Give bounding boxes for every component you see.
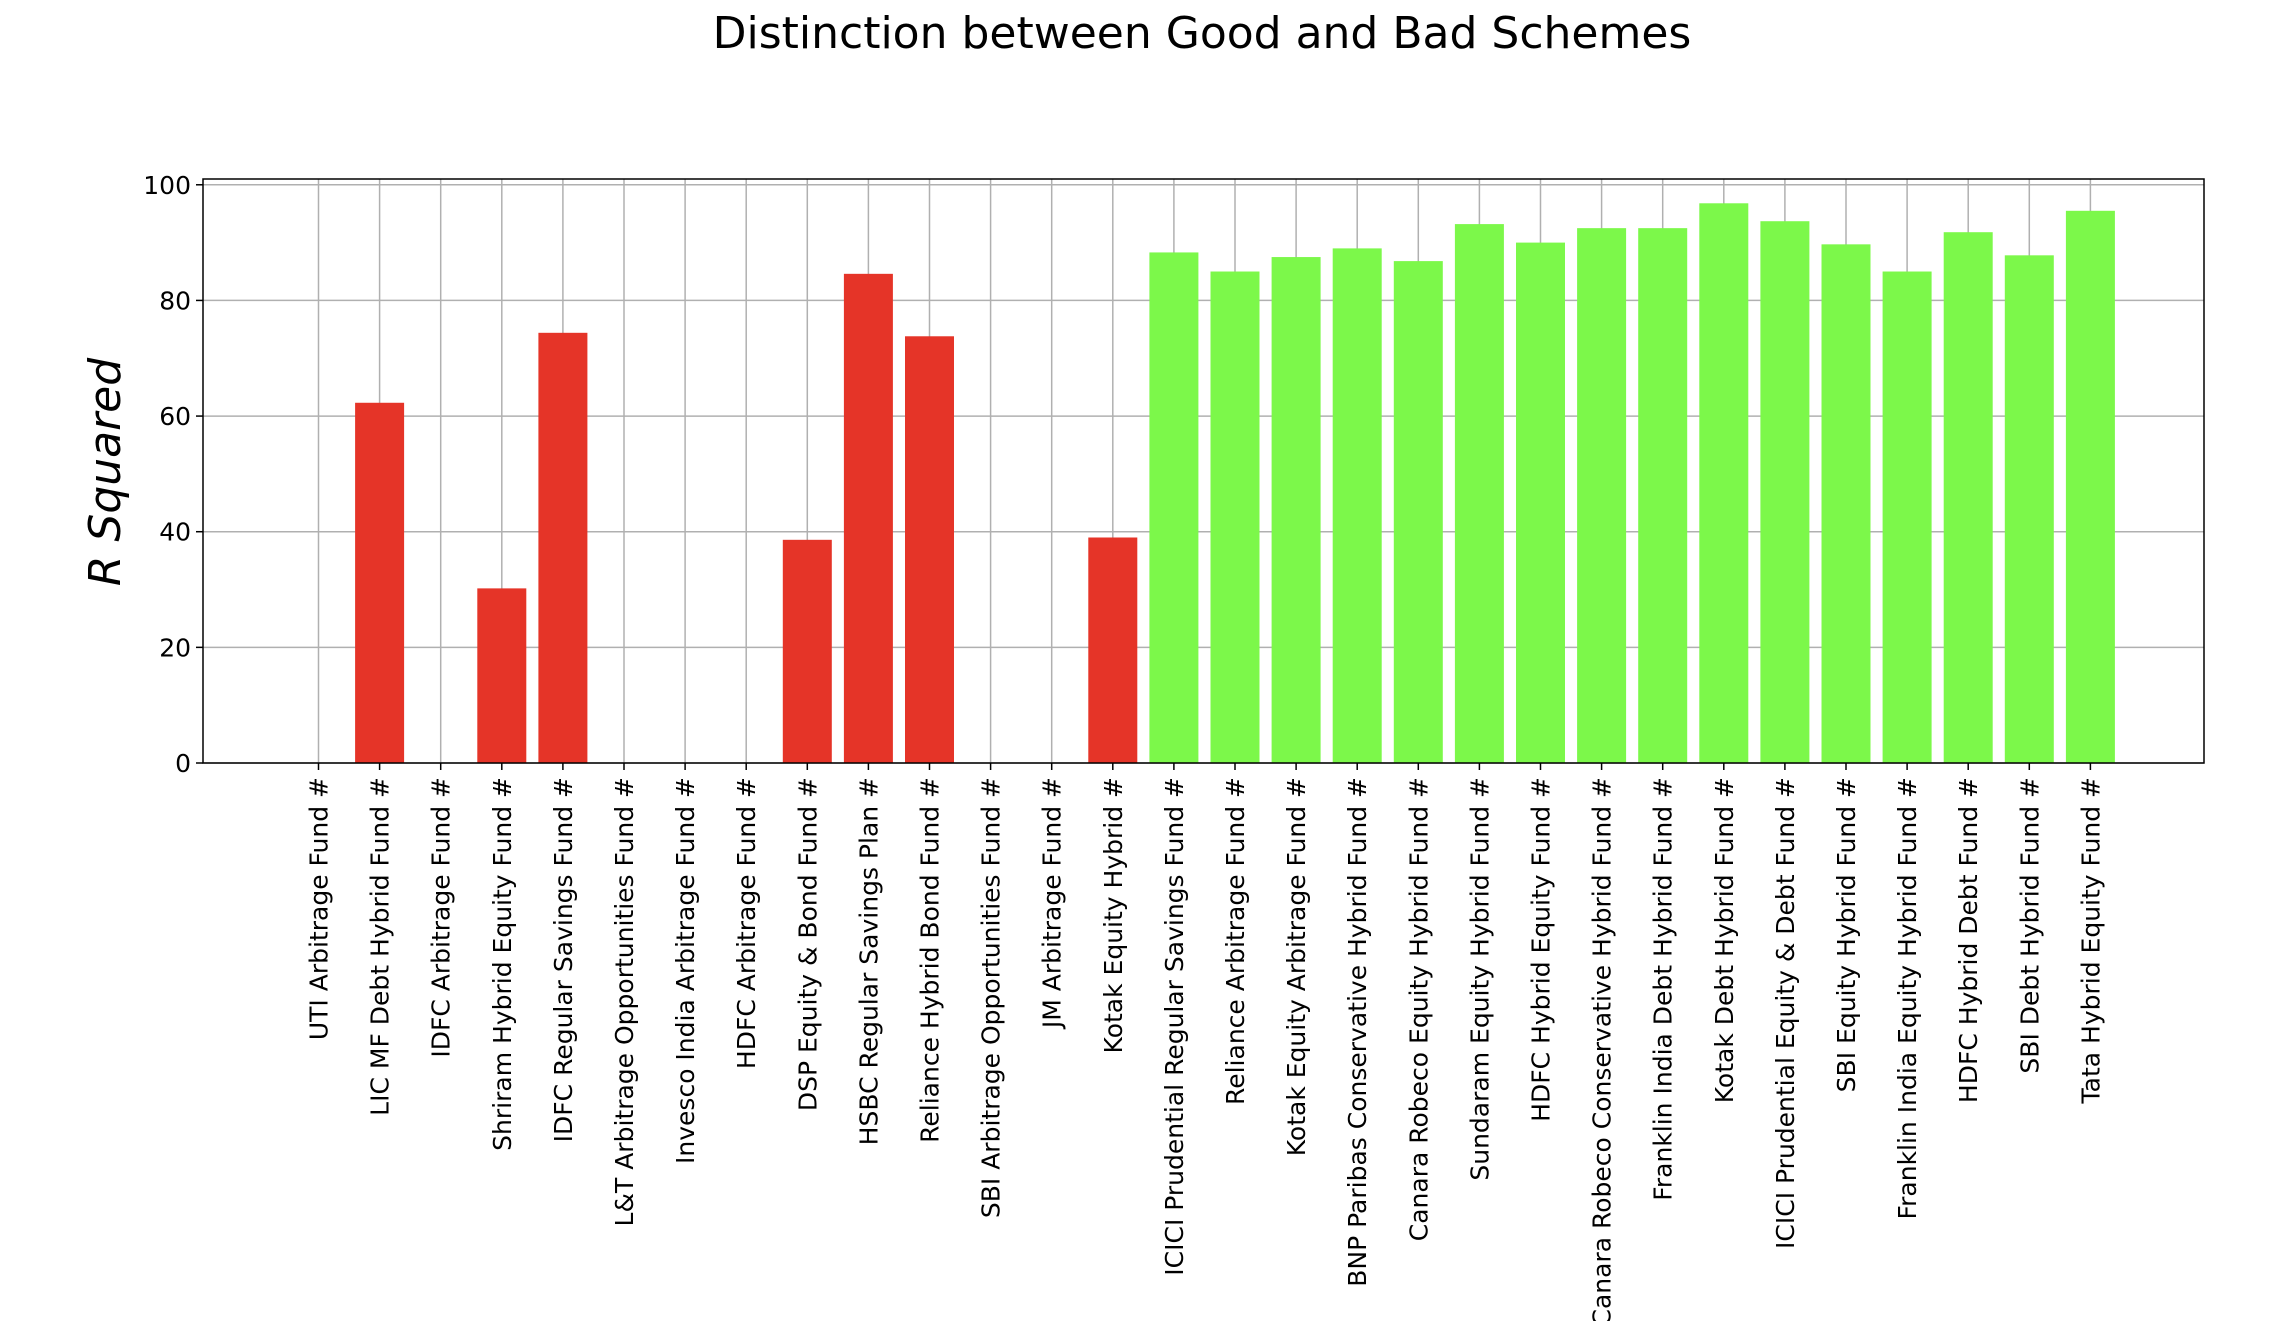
bar (1088, 537, 1138, 763)
x-tick-label: IDFC Regular Savings Fund # (549, 777, 578, 1142)
bar (843, 273, 893, 763)
bar (355, 402, 405, 763)
y-tick-label: 80 (159, 286, 191, 315)
x-tick-label: LIC MF Debt Hybrid Fund # (366, 777, 395, 1116)
x-tick-label: JM Arbitrage Fund # (1038, 777, 1067, 1030)
x-tick-label: HDFC Hybrid Equity Fund # (1527, 777, 1556, 1122)
bar (1882, 271, 1932, 763)
bar (477, 588, 527, 763)
x-tick-label: SBI Debt Hybrid Fund # (2015, 777, 2044, 1074)
chart-title: Distinction between Good and Bad Schemes (713, 8, 1692, 59)
bar (1516, 242, 1565, 764)
bar (1271, 257, 1321, 763)
bar (1760, 221, 1810, 763)
x-tick-label: Canara Robeco Conservative Hybrid Fund # (1588, 777, 1617, 1321)
bar (1332, 248, 1382, 764)
x-tick-label: Kotak Equity Arbitrage Fund # (1282, 777, 1311, 1156)
x-tick-label: Kotak Equity Hybrid # (1099, 777, 1128, 1053)
x-tick-label: HSBC Regular Savings Plan # (854, 777, 883, 1145)
x-tick-label: SBI Equity Hybrid Fund # (1832, 777, 1861, 1092)
x-tick-label: Franklin India Equity Hybrid Fund # (1893, 777, 1922, 1219)
x-tick-label: SBI Arbitrage Opportunities Fund # (977, 777, 1006, 1218)
bar (1699, 203, 1749, 763)
x-tick-label: IDFC Arbitrage Fund # (427, 777, 456, 1058)
x-tick-label: Invesco India Arbitrage Fund # (671, 777, 700, 1164)
x-tick-label: ICICI Prudential Regular Savings Fund # (1160, 777, 1189, 1276)
bar (1149, 252, 1199, 764)
x-tick-label: DSP Equity & Bond Fund # (793, 777, 822, 1111)
x-tick-label: Franklin India Debt Hybrid Fund # (1649, 777, 1678, 1201)
bar (905, 336, 954, 763)
plot-area-frame (202, 178, 2205, 764)
x-tick-label: HDFC Hybrid Debt Fund # (1954, 777, 1983, 1103)
y-tick-label: 60 (159, 402, 191, 431)
x-tick-label: Reliance Arbitrage Fund # (1221, 777, 1250, 1105)
y-tick-label: 40 (159, 518, 191, 547)
bar (538, 332, 588, 763)
y-tick-label: 0 (175, 749, 191, 778)
bar (1454, 224, 1504, 764)
bar (1638, 228, 1688, 764)
x-tick-label: Canara Robeco Equity Hybrid Fund # (1404, 777, 1433, 1241)
x-tick-label: Sundaram Equity Hybrid Fund # (1465, 777, 1494, 1181)
bar (1821, 244, 1871, 763)
bar (782, 539, 832, 763)
x-tick-label: Reliance Hybrid Bond Fund # (916, 777, 945, 1143)
x-tick-label: Shriram Hybrid Equity Fund # (488, 777, 517, 1151)
x-tick-label: Kotak Debt Hybrid Fund # (1710, 777, 1739, 1103)
x-tick-label: L&T Arbitrage Opportunities Fund # (610, 777, 639, 1226)
bar (2004, 255, 2054, 763)
x-tick-label: Tata Hybrid Equity Fund # (2076, 777, 2105, 1105)
bar (1210, 271, 1260, 763)
y-tick-label: 100 (143, 171, 191, 200)
bar (1943, 232, 1993, 763)
bar (1393, 261, 1443, 763)
x-tick-label: ICICI Prudential Equity & Debt Fund # (1771, 777, 1800, 1249)
y-tick-label: 20 (159, 633, 191, 662)
y-axis-label: R Squared (80, 357, 131, 586)
bar (2065, 210, 2115, 763)
x-axis-ticks: UTI Arbitrage Fund # LIC MF Debt Hybrid F… (305, 763, 2105, 1325)
bar (1577, 228, 1627, 764)
y-axis-ticks: 0 20 40 60 80 100 (143, 171, 203, 778)
bars (355, 203, 2115, 764)
x-tick-label: HDFC Arbitrage Fund # (732, 777, 761, 1069)
x-tick-label: BNP Paribas Conservative Hybrid Fund # (1343, 777, 1372, 1287)
x-tick-label: UTI Arbitrage Fund # (305, 777, 334, 1040)
